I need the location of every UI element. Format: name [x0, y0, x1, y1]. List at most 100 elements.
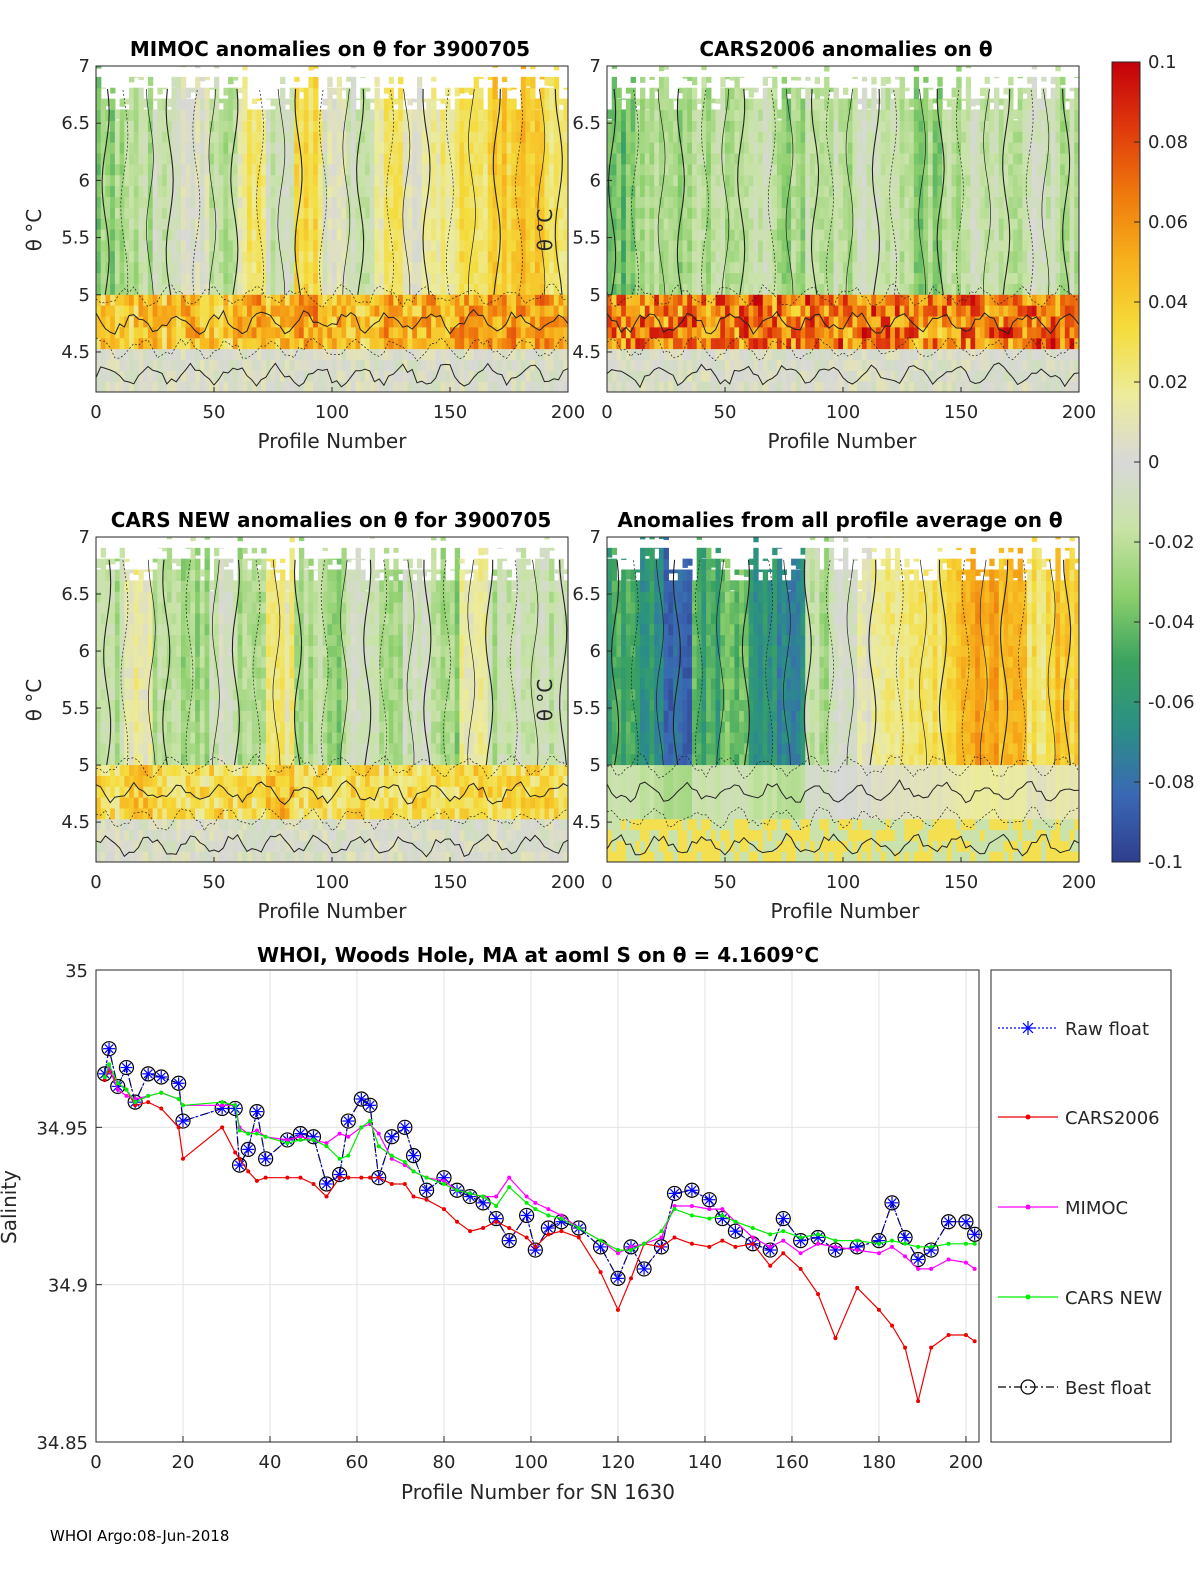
heatmap-cell — [923, 250, 929, 263]
heatmap-cell — [833, 98, 839, 111]
heatmap-cell — [289, 152, 295, 165]
heatmap-cell — [473, 207, 479, 219]
heatmap-cell — [435, 315, 442, 328]
heatmap-cell — [838, 337, 844, 350]
heatmap-cell — [450, 359, 456, 371]
heatmap-cell — [743, 359, 750, 371]
heatmap-cell — [640, 152, 646, 165]
heatmap-cell — [129, 250, 135, 263]
heatmap-cell — [440, 229, 446, 241]
heatmap-cell — [100, 207, 107, 219]
heatmap-cell — [468, 315, 475, 328]
heatmap-cell — [284, 98, 291, 105]
heatmap-cell — [501, 76, 508, 83]
heatmap-cell — [119, 305, 125, 317]
heatmap-cell — [468, 359, 475, 371]
heatmap-cell — [114, 142, 121, 154]
heatmap-cell — [487, 98, 494, 111]
heatmap-cell — [247, 163, 253, 176]
heatmap-cell — [739, 87, 745, 100]
heatmap-cell — [534, 196, 541, 208]
heatmap-cell — [729, 98, 736, 111]
heatmap-cell — [459, 359, 465, 371]
heatmap-cell — [520, 98, 527, 111]
heatmap-cell — [218, 142, 225, 154]
heatmap-cell — [124, 283, 130, 295]
heatmap-cell — [209, 120, 215, 132]
heatmap-cell — [710, 229, 717, 241]
heatmap-cell — [341, 185, 347, 197]
heatmap-cell — [621, 142, 627, 154]
heatmap-cell — [838, 152, 844, 165]
heatmap-cell — [171, 305, 177, 317]
heatmap-cell — [607, 359, 613, 371]
heatmap-cell — [706, 261, 712, 274]
heatmap-cell — [852, 348, 858, 360]
heatmap-cell — [654, 218, 660, 230]
heatmap-cell — [649, 239, 655, 252]
heatmap-cell — [885, 305, 891, 317]
heatmap-cell — [715, 305, 721, 317]
heatmap-cell — [308, 261, 314, 274]
heatmap-cell — [682, 294, 688, 306]
heatmap-cell — [553, 315, 560, 328]
heatmap-cell — [913, 283, 920, 295]
heatmap-cell — [492, 250, 498, 263]
y-tick-label: 6.5 — [61, 113, 90, 134]
heatmap-cell — [251, 142, 258, 154]
heatmap-cell — [544, 229, 550, 241]
heatmap-cell — [511, 337, 517, 350]
heatmap-cell — [819, 109, 825, 121]
heatmap-cell — [431, 305, 437, 317]
heatmap-cell — [393, 359, 399, 371]
heatmap-cell — [468, 131, 475, 143]
heatmap-cell — [710, 370, 717, 382]
heatmap-cell — [416, 337, 423, 350]
heatmap-cell — [611, 131, 618, 143]
heatmap-cell — [890, 229, 896, 241]
heatmap-cell — [899, 109, 905, 121]
heatmap-cell — [445, 294, 451, 306]
heatmap-cell — [946, 218, 953, 230]
heatmap-cell — [937, 131, 943, 143]
heatmap-cell — [923, 207, 929, 219]
heatmap-cell — [124, 229, 130, 241]
heatmap-cell — [814, 370, 820, 382]
heatmap-cell — [195, 66, 201, 69]
heatmap-cell — [171, 98, 177, 111]
heatmap-cell — [360, 152, 366, 165]
heatmap-cell — [743, 348, 750, 360]
heatmap-cell — [762, 315, 769, 328]
heatmap-cell — [473, 218, 479, 230]
heatmap-cell — [649, 305, 655, 317]
heatmap-cell — [805, 109, 811, 121]
heatmap-cell — [388, 261, 394, 274]
heatmap-cell — [388, 152, 394, 165]
heatmap-cell — [199, 152, 206, 165]
heatmap-cell — [625, 109, 632, 121]
heatmap-cell — [701, 315, 707, 328]
heatmap-cell — [710, 120, 717, 132]
heatmap-cell — [308, 315, 314, 328]
heatmap-cell — [468, 294, 475, 306]
heatmap-cell — [322, 174, 328, 187]
heatmap-cell — [459, 239, 465, 252]
heatmap-cell — [658, 98, 665, 111]
heatmap-cell — [544, 185, 550, 197]
heatmap-cell — [143, 174, 149, 187]
heatmap-cell — [635, 337, 641, 350]
heatmap-cell — [630, 76, 636, 83]
heatmap-cell — [166, 305, 173, 317]
heatmap-cell — [251, 326, 258, 339]
heatmap-cell — [355, 261, 361, 274]
heatmap-cell — [880, 348, 887, 360]
heatmap-cell — [913, 348, 920, 360]
heatmap-cell — [365, 185, 371, 197]
heatmap-cell — [640, 76, 646, 83]
heatmap-cell — [129, 348, 135, 360]
heatmap-cell — [625, 185, 632, 197]
heatmap-cell — [204, 207, 210, 219]
heatmap-cell — [734, 98, 740, 111]
heatmap-cell — [204, 174, 210, 187]
heatmap-cell — [416, 109, 423, 121]
